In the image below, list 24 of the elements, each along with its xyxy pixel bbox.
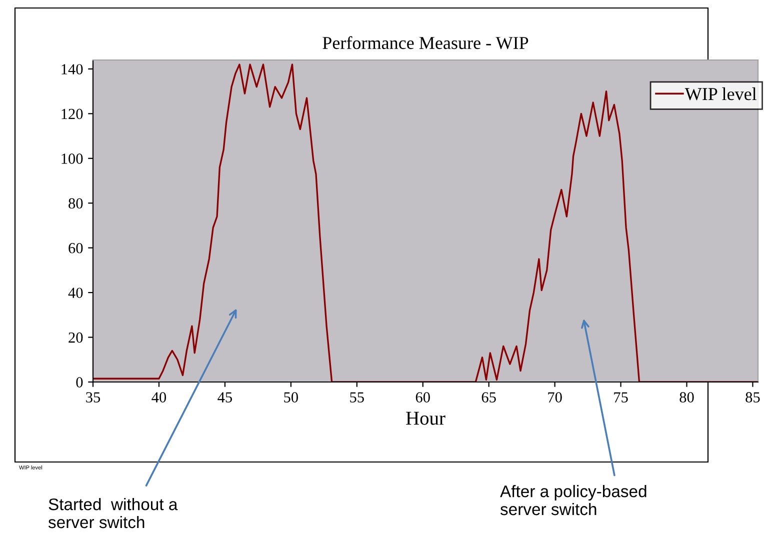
chart-title: Performance Measure - WIP [322,36,528,50]
y-tick-label: 120 [62,108,83,120]
x-axis-title: Hour [406,412,446,425]
x-tick-label: 45 [218,392,232,402]
x-tick-label: 50 [284,392,298,402]
text: Started without a server switch [48,498,178,528]
y-tick-label: 20 [68,332,83,343]
x-tick-label: 65 [482,392,496,402]
y-tick-label: 40 [68,288,83,298]
y-tick-label: 80 [68,198,83,209]
text: After a policy-based server switch [500,485,646,516]
x-tick-label: 70 [548,392,562,402]
x-tick-label: 80 [680,392,694,402]
x-tick-label: 35 [86,392,100,402]
y-tick-label: 0 [76,377,83,388]
x-tick-label: 60 [416,392,430,402]
y-tick-label: 140 [62,64,83,74]
y-tick-label: 100 [62,154,83,164]
x-tick-label: 55 [350,392,364,402]
legend-label: WIP level [684,87,756,100]
x-tick-label: 75 [614,392,628,402]
x-tick-label: 40 [152,392,166,402]
y-tick-label: 60 [68,242,83,254]
x-tick-label: 85 [746,392,760,402]
